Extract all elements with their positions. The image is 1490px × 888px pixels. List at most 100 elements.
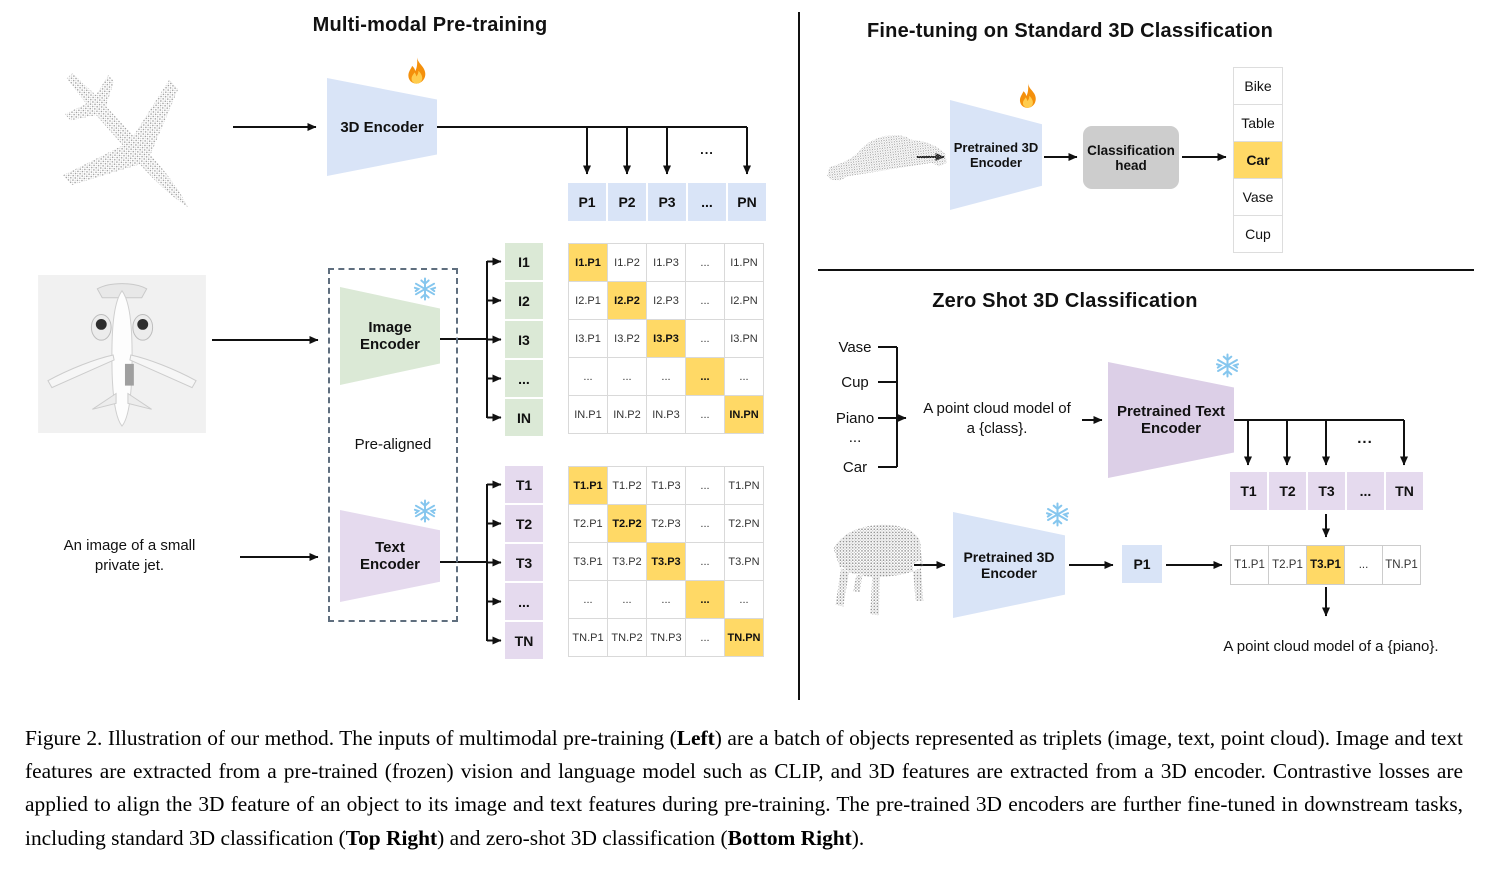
similarity-cell: T3.PN bbox=[725, 543, 763, 580]
piano-point-cloud bbox=[833, 524, 924, 616]
similarity-cell-diagonal: T1.P1 bbox=[569, 467, 607, 504]
pretrained-3d-encoder-block: Pretrained 3D Encoder bbox=[950, 100, 1042, 210]
similarity-cell: ... bbox=[686, 467, 724, 504]
caption-segment: Figure 2. Illustration of our method. Th… bbox=[25, 726, 677, 750]
similarity-cell: T3.P1 bbox=[569, 543, 607, 580]
caption-segment: ) and zero-shot 3D classification ( bbox=[437, 825, 728, 850]
pretrained-3d-encoder-label: Pretrained 3D Encoder bbox=[953, 140, 1039, 170]
image-feature-cell: ... bbox=[505, 360, 543, 397]
t-feature-row: T1 T2 T3... TN bbox=[1230, 472, 1423, 510]
image-similarity-matrix: I1.P1 I1.P2 I1.P3... I1.PN I2.P1 I2.P2 I2.P3..… bbox=[568, 243, 764, 434]
similarity-cell: IN.P1 bbox=[569, 396, 607, 433]
p-feature-row: P1 P2 P3... PN bbox=[568, 183, 766, 221]
zeroshot-class-word: Car bbox=[842, 459, 868, 476]
zeroshot-class-word: Cup bbox=[841, 374, 869, 391]
similarity-cell: TN.P3 bbox=[647, 619, 685, 656]
classification-head-label: Classification head bbox=[1087, 142, 1175, 173]
t-row-cell: TN bbox=[1386, 472, 1423, 510]
left-section-title: Multi-modal Pre-training bbox=[312, 14, 548, 36]
caption-segment: ). bbox=[851, 825, 865, 850]
class-cell-predicted: Car bbox=[1234, 142, 1282, 178]
similarity-cell: I3.P1 bbox=[569, 320, 607, 357]
similarity-cell: I1.PN bbox=[725, 244, 763, 281]
similarity-cell: TN.P1 bbox=[569, 619, 607, 656]
result-cell: ... bbox=[1345, 546, 1382, 584]
result-cell-matched: T3.P1 bbox=[1307, 546, 1344, 584]
text-feature-cell: T3 bbox=[505, 544, 543, 581]
text-encoder-label: Text Encoder bbox=[359, 539, 420, 573]
ellipsis-p-drops: ... bbox=[700, 142, 714, 157]
result-cell: T1.P1 bbox=[1231, 546, 1268, 584]
pretrained-text-encoder-block: Pretrained Text Encoder bbox=[1108, 362, 1234, 478]
similarity-cell-diagonal: ... bbox=[686, 358, 724, 395]
similarity-cell: ... bbox=[725, 581, 763, 618]
t-row-cell: ... bbox=[1347, 472, 1384, 510]
similarity-cell: T2.P1 bbox=[569, 505, 607, 542]
similarity-cell: TN.P2 bbox=[608, 619, 646, 656]
similarity-cell-diagonal: TN.PN bbox=[725, 619, 763, 656]
caption-bold-segment: Left bbox=[676, 726, 715, 750]
similarity-cell: ... bbox=[686, 244, 724, 281]
similarity-cell-diagonal: I1.P1 bbox=[569, 244, 607, 281]
similarity-cell: I1.P2 bbox=[608, 244, 646, 281]
snowflake-icon bbox=[1214, 352, 1241, 379]
image-feature-labels: I1 I2 I3... IN bbox=[505, 243, 543, 436]
t-row-cell: T3 bbox=[1308, 472, 1345, 510]
p-feature-cell: PN bbox=[728, 183, 766, 221]
similarity-cell: T1.PN bbox=[725, 467, 763, 504]
similarity-cell: ... bbox=[686, 543, 724, 580]
text-feature-cell: TN bbox=[505, 622, 543, 659]
image-feature-cell: I1 bbox=[505, 243, 543, 280]
pre-aligned-label: Pre-aligned bbox=[354, 436, 432, 453]
class-cell: Bike bbox=[1234, 68, 1282, 104]
similarity-cell: T2.P3 bbox=[647, 505, 685, 542]
similarity-cell: IN.P3 bbox=[647, 396, 685, 433]
similarity-cell-diagonal: I2.P2 bbox=[608, 282, 646, 319]
zeroshot-section-title: Zero Shot 3D Classification bbox=[932, 290, 1198, 312]
similarity-cell: ... bbox=[686, 505, 724, 542]
text-feature-labels: T1 T2 T3... TN bbox=[505, 466, 543, 659]
prompt-text: A point cloud model of a {class}. bbox=[923, 400, 1071, 438]
image-feature-cell: I3 bbox=[505, 321, 543, 358]
class-cell: Vase bbox=[1234, 179, 1282, 215]
similarity-cell: I3.P2 bbox=[608, 320, 646, 357]
snowflake-icon bbox=[412, 498, 438, 524]
class-cell: Table bbox=[1234, 105, 1282, 141]
image-text-caption: An image of a small private jet. bbox=[63, 537, 196, 575]
text-feature-cell: ... bbox=[505, 583, 543, 620]
text-feature-cell: T1 bbox=[505, 466, 543, 503]
result-cell: T2.P1 bbox=[1269, 546, 1306, 584]
similarity-cell: ... bbox=[686, 320, 724, 357]
similarity-cell: T3.P2 bbox=[608, 543, 646, 580]
similarity-cell: ... bbox=[608, 581, 646, 618]
p-feature-cell: P1 bbox=[568, 183, 606, 221]
similarity-cell: I3.PN bbox=[725, 320, 763, 357]
figure-caption: Figure 2. Illustration of our method. Th… bbox=[25, 722, 1463, 855]
similarity-cell: T1.P3 bbox=[647, 467, 685, 504]
fire-icon bbox=[402, 56, 432, 86]
p1-feature-box: P1 bbox=[1122, 545, 1162, 583]
zeroshot-class-word: Piano bbox=[835, 410, 875, 427]
similarity-cell-diagonal: I3.P3 bbox=[647, 320, 685, 357]
caption-segment: ) are a batch of objects represented as … bbox=[25, 726, 1463, 850]
class-cell: Cup bbox=[1234, 216, 1282, 252]
zeroshot-result-caption: A point cloud model of a {piano}. bbox=[1223, 638, 1439, 655]
similarity-cell: ... bbox=[686, 396, 724, 433]
similarity-cell: T2.PN bbox=[725, 505, 763, 542]
zeroshot-class-list: Vase Cup Piano... Car bbox=[823, 330, 887, 490]
image-feature-cell: I2 bbox=[505, 282, 543, 319]
finetune-section-title: Fine-tuning on Standard 3D Classificatio… bbox=[866, 20, 1273, 42]
p1-label: P1 bbox=[1133, 556, 1151, 572]
image-feature-cell: IN bbox=[505, 399, 543, 436]
zeroshot-class-word: ... bbox=[848, 429, 862, 446]
class-prediction-list: Bike Table Car Vase Cup bbox=[1233, 67, 1283, 253]
t-row-cell: T2 bbox=[1269, 472, 1306, 510]
similarity-cell: ... bbox=[647, 358, 685, 395]
similarity-cell: IN.P2 bbox=[608, 396, 646, 433]
similarity-cell: I2.P1 bbox=[569, 282, 607, 319]
similarity-cell-diagonal: T3.P3 bbox=[647, 543, 685, 580]
similarity-cell: ... bbox=[569, 581, 607, 618]
car-point-cloud bbox=[827, 135, 948, 181]
text-similarity-matrix: T1.P1 T1.P2 T1.P3... T1.PN T2.P1 T2.P2 T2.P3..… bbox=[568, 466, 764, 657]
